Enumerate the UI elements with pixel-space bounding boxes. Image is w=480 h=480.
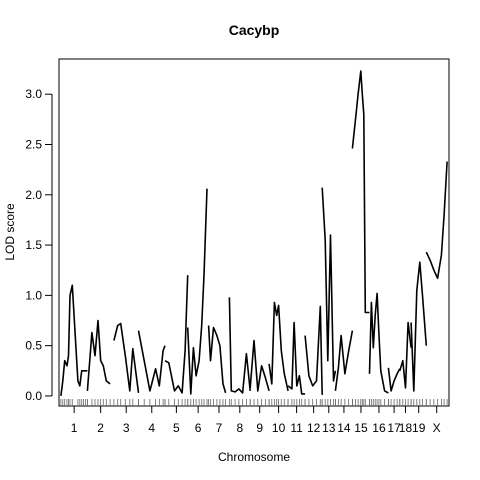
lod-line-chr-1 (60, 284, 88, 397)
lod-line-chr-9 (249, 339, 270, 392)
x-tick-label: 2 (97, 421, 104, 435)
plot-frame (58, 58, 450, 407)
lod-line-chr-18 (399, 321, 412, 389)
lod-line-chr-5 (164, 275, 189, 394)
lod-line-chr-10 (268, 301, 289, 392)
x-tick-label: 1 (71, 421, 78, 435)
x-tick-label: 12 (307, 421, 321, 435)
x-tick-label: 3 (123, 421, 130, 435)
lod-line-chr-8 (228, 297, 251, 394)
x-tick-label: 16 (372, 421, 386, 435)
y-tick-label: 2.0 (25, 188, 42, 202)
chart-title: Cacybp (229, 22, 280, 38)
x-tick-label: 7 (216, 421, 223, 435)
lod-line-chr-13 (321, 187, 337, 382)
x-tick-label: 17 (387, 421, 401, 435)
x-tick-label: 9 (256, 421, 263, 435)
lod-line-chr-3 (113, 322, 140, 394)
x-tick-label: 13 (322, 421, 336, 435)
lod-line-chr-7 (207, 325, 227, 394)
lod-line-chr-12 (304, 305, 323, 395)
lod-line-chr-4 (137, 330, 166, 392)
y-tick-label: 2.5 (25, 137, 42, 151)
y-tick-label: 1.0 (25, 288, 42, 302)
x-tick-label: 10 (272, 421, 286, 435)
y-tick-label: 0.0 (25, 389, 42, 403)
x-tick-label: 15 (354, 421, 368, 435)
x-tick-label: 18 (399, 421, 413, 435)
x-tick-label: 8 (236, 421, 243, 435)
x-tick-label: 5 (173, 421, 180, 435)
x-axis-label: Chromosome (218, 450, 290, 464)
lod-line-chr-16 (368, 292, 389, 394)
plot-area (60, 70, 448, 397)
lod-line-chr-6 (186, 188, 208, 395)
lod-line-chr-X (425, 161, 448, 280)
lod-line-chr-19 (410, 261, 428, 392)
lod-line-chr-17 (387, 367, 401, 392)
lod-line-chr-11 (287, 321, 306, 395)
y-tick-label: 0.5 (25, 339, 42, 353)
x-tick-label: 11 (290, 421, 303, 435)
y-axis: 0.0 0.5 1.0 1.5 2.0 2.5 3.0 (25, 87, 53, 403)
lod-line-chr-15 (351, 70, 370, 314)
x-tick-label: 6 (195, 421, 202, 435)
y-axis-label: LOD score (3, 203, 17, 261)
x-tick-label: 4 (148, 421, 155, 435)
lod-line-chr-2 (86, 319, 111, 391)
x-tick-label: X (433, 421, 441, 435)
y-tick-label: 3.0 (25, 87, 42, 101)
x-tick-label: 14 (337, 421, 351, 435)
x-tick-label: 19 (412, 421, 426, 435)
lod-line-chr-14 (334, 330, 354, 392)
y-tick-label: 1.5 (25, 238, 42, 252)
